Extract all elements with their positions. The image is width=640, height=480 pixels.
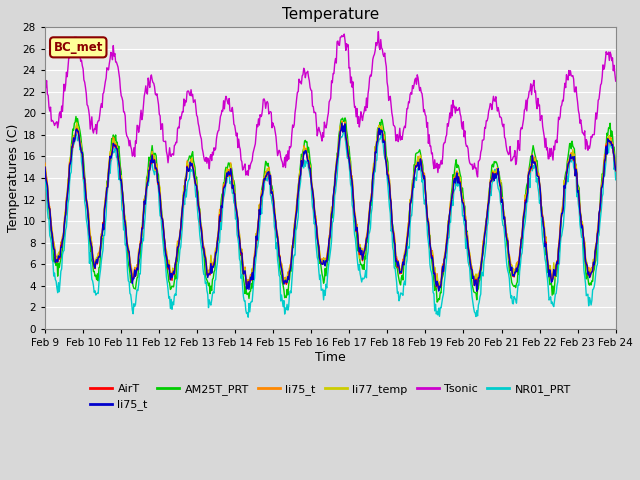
Text: BC_met: BC_met bbox=[54, 41, 103, 54]
Y-axis label: Temperatures (C): Temperatures (C) bbox=[7, 124, 20, 232]
X-axis label: Time: Time bbox=[315, 350, 346, 363]
Legend: AirT, li75_t, AM25T_PRT, li75_t, li77_temp, Tsonic, NR01_PRT: AirT, li75_t, AM25T_PRT, li75_t, li77_te… bbox=[85, 380, 575, 415]
Title: Temperature: Temperature bbox=[282, 7, 379, 22]
